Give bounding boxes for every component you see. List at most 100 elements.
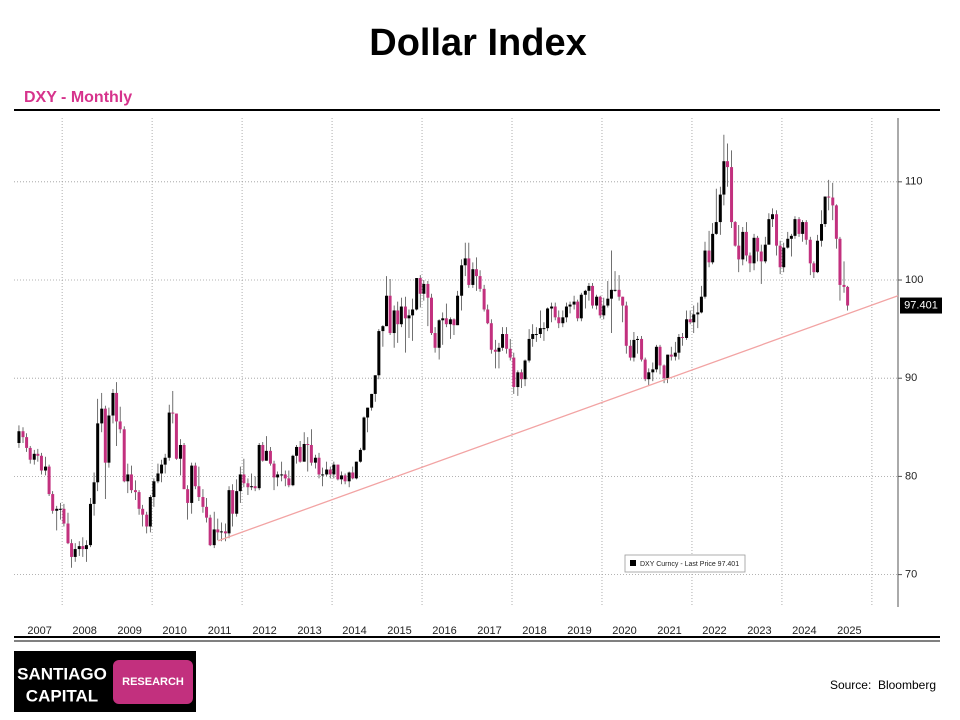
candle-body: [598, 296, 602, 316]
candle-body: [171, 412, 175, 414]
candle-body: [527, 338, 531, 361]
candle-body: [572, 301, 576, 305]
candle-body: [298, 446, 302, 462]
candle-body: [47, 466, 51, 495]
candle-body: [538, 328, 542, 335]
candle-body: [25, 437, 29, 448]
candle-body: [613, 289, 617, 291]
candle-body: [411, 309, 415, 316]
candle-body: [752, 237, 756, 264]
y-tick-label: 80: [905, 470, 917, 482]
y-tick-label: 110: [905, 176, 923, 188]
candle-body: [797, 219, 801, 234]
candle-body: [609, 289, 613, 299]
x-tick-label: 2022: [702, 625, 726, 637]
candle-body: [801, 222, 805, 234]
candle-body: [681, 336, 685, 338]
candle-body: [441, 318, 445, 321]
candle-body: [403, 306, 407, 319]
candle-body: [640, 338, 644, 360]
candle-body: [156, 473, 160, 482]
x-tick-label: 2023: [747, 625, 771, 637]
candle-body: [576, 301, 580, 319]
candle-body: [197, 486, 201, 498]
candle-body: [32, 453, 36, 460]
candle-body: [782, 247, 786, 268]
candle-body: [489, 323, 493, 350]
candle-body: [737, 245, 741, 260]
candle-body: [81, 546, 85, 550]
candle-body: [193, 465, 197, 487]
candle-body: [84, 545, 88, 550]
legend-label: DXY Curncy - Last Price 97.401: [640, 561, 739, 568]
candle-body: [115, 392, 119, 422]
candle-body: [39, 455, 43, 471]
candle-body: [96, 423, 100, 483]
candle-body: [250, 486, 254, 488]
candle-body: [786, 238, 790, 248]
candle-body: [636, 338, 640, 340]
candle-body: [302, 444, 306, 462]
logo: SANTIAGO CAPITAL RESEARCH: [14, 651, 196, 712]
candle-body: [295, 446, 299, 456]
candle-body: [268, 450, 272, 464]
candle-body: [415, 278, 419, 310]
candle-body: [722, 161, 726, 195]
x-tick-label: 2009: [117, 625, 141, 637]
x-tick-label: 2013: [297, 625, 321, 637]
candle-body: [550, 306, 554, 309]
x-tick-label: 2021: [657, 625, 681, 637]
candle-body: [231, 490, 235, 514]
candle-body: [366, 407, 370, 418]
candle-body: [70, 543, 74, 557]
candle-body: [831, 197, 835, 206]
candle-body: [508, 348, 512, 358]
candle-body: [564, 306, 568, 318]
chart-subtitle: DXY - Monthly: [24, 89, 132, 106]
candle-body: [482, 288, 486, 310]
plot-area: 70 80 90 100 110 2007 2008 2009 2010 2011 2012 2013…: [14, 118, 942, 637]
candle-body: [591, 285, 595, 306]
candle-body: [55, 508, 59, 511]
candle-body: [793, 219, 797, 236]
candle-body: [141, 508, 145, 515]
candle-body: [516, 372, 520, 388]
candle-body: [325, 469, 329, 475]
candle-body: [448, 319, 452, 325]
candle-body: [205, 506, 209, 518]
candle-body: [92, 482, 96, 504]
candle-body: [730, 167, 734, 223]
candle-body: [815, 240, 819, 273]
candle-body: [478, 276, 482, 289]
candle-body: [328, 469, 332, 475]
last-price-label: 97.401: [904, 299, 938, 311]
candle-body: [212, 529, 216, 546]
candle-body: [658, 346, 662, 366]
candle-body: [534, 334, 538, 336]
candle-body: [253, 486, 257, 489]
candle-body: [842, 284, 846, 287]
candle-body: [306, 444, 310, 445]
candle-body: [58, 508, 62, 510]
candle-body: [186, 489, 190, 503]
candle-body: [107, 415, 111, 463]
candle-body: [103, 408, 107, 463]
candle-body: [467, 258, 471, 285]
candle-body: [182, 444, 186, 490]
x-tick-label: 2011: [208, 625, 232, 637]
candle-body: [174, 413, 178, 459]
candle-body: [699, 296, 703, 313]
candle-body: [272, 463, 276, 478]
candle-body: [362, 417, 366, 450]
candle-body: [223, 531, 227, 534]
candle-body: [474, 269, 478, 277]
candle-body: [741, 231, 745, 260]
candle-body: [553, 306, 557, 318]
candle-body: [523, 360, 527, 380]
candle-body: [381, 326, 385, 332]
candle-body: [463, 258, 467, 266]
candle-body: [823, 196, 827, 225]
candle-body: [148, 497, 152, 527]
candle-body: [846, 286, 850, 306]
candle-body: [264, 450, 268, 461]
